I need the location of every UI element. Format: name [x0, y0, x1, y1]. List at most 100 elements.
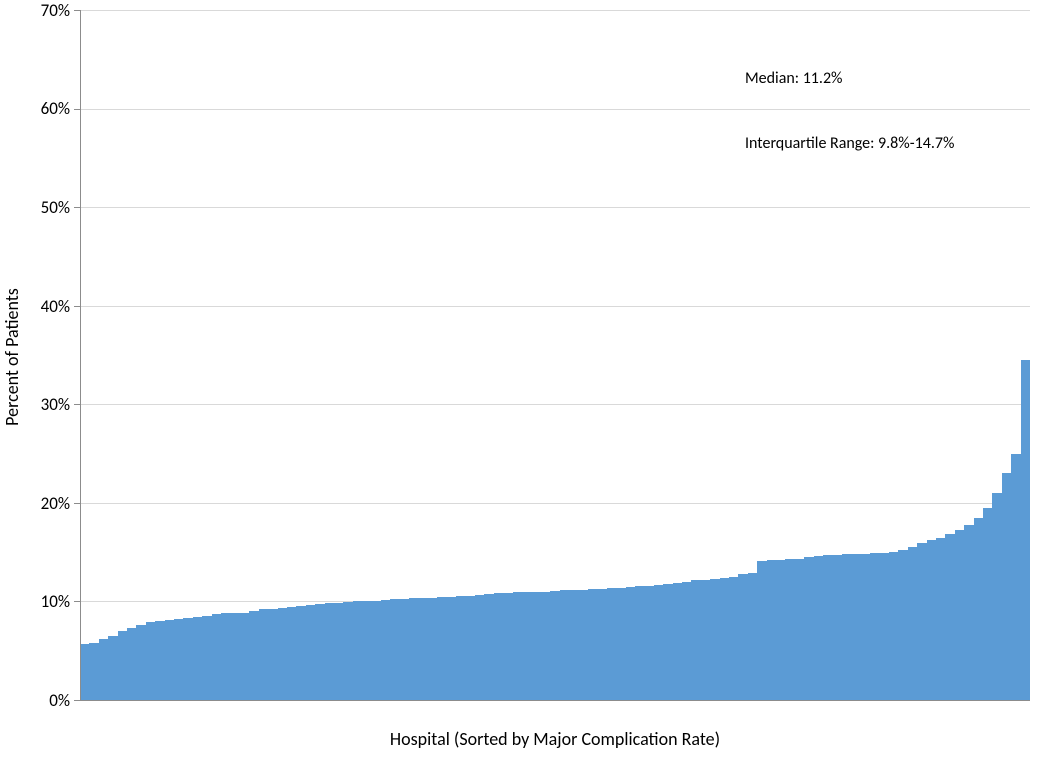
bar	[701, 580, 710, 700]
bar	[484, 594, 493, 700]
bar	[99, 639, 108, 700]
bar	[381, 600, 390, 700]
bar	[898, 550, 907, 700]
bar	[183, 618, 192, 700]
bar	[710, 579, 719, 700]
bar	[550, 591, 559, 700]
bar	[1011, 454, 1020, 700]
bar	[259, 609, 268, 700]
bar	[315, 604, 324, 700]
y-tick-label: 50%	[41, 197, 70, 218]
bar	[663, 584, 672, 700]
bar	[889, 552, 898, 700]
bar	[644, 586, 653, 700]
plot-area	[80, 10, 1030, 700]
bar	[325, 603, 334, 700]
bar	[419, 598, 428, 700]
y-axis-title: Percent of Patients	[1, 12, 23, 702]
bar	[720, 578, 729, 700]
bar	[1002, 473, 1011, 700]
bar	[569, 590, 578, 700]
bar	[880, 553, 889, 700]
bar	[955, 530, 964, 700]
bar	[437, 597, 446, 701]
y-tick-label: 30%	[41, 394, 70, 415]
bar	[532, 592, 541, 700]
bar	[165, 620, 174, 700]
bar	[89, 643, 98, 700]
bar	[607, 588, 616, 700]
bar	[522, 592, 531, 700]
bar	[785, 559, 794, 700]
bar	[202, 616, 211, 700]
bar	[80, 644, 89, 700]
complication-rate-chart: Percent of Patients Hospital (Sorted by …	[0, 0, 1050, 760]
bar	[851, 554, 860, 700]
bar	[861, 554, 870, 700]
bar	[456, 596, 465, 700]
y-tick-label: 20%	[41, 493, 70, 514]
bar	[635, 586, 644, 700]
bar	[503, 593, 512, 700]
bar	[494, 593, 503, 700]
bar	[870, 553, 879, 700]
bar	[212, 614, 221, 700]
bar	[654, 585, 663, 700]
y-axis-line	[80, 10, 81, 700]
x-axis-line	[80, 700, 1030, 701]
bar	[738, 574, 747, 700]
bar	[541, 592, 550, 700]
y-tick-label: 40%	[41, 296, 70, 317]
bar	[983, 508, 992, 700]
bar	[992, 493, 1001, 700]
bar	[729, 577, 738, 700]
bar	[917, 543, 926, 700]
bar	[390, 599, 399, 700]
bar	[287, 607, 296, 700]
bar	[353, 601, 362, 700]
y-tick-label: 70%	[41, 0, 70, 21]
x-axis-title: Hospital (Sorted by Major Complication R…	[80, 728, 1030, 750]
bar	[776, 560, 785, 700]
y-tick-label: 10%	[41, 591, 70, 612]
bar	[974, 518, 983, 700]
bar	[372, 601, 381, 700]
y-tick-label: 60%	[41, 98, 70, 119]
bar	[127, 628, 136, 700]
bar	[118, 631, 127, 700]
bar	[268, 609, 277, 700]
bar	[945, 534, 954, 700]
bar	[296, 606, 305, 700]
bar	[513, 592, 522, 700]
bar	[936, 538, 945, 700]
bar	[673, 583, 682, 700]
bar	[823, 555, 832, 700]
bar	[343, 602, 352, 700]
bar	[136, 625, 145, 700]
bar	[249, 611, 258, 700]
bar	[221, 613, 230, 700]
bar	[964, 525, 973, 700]
bar	[193, 617, 202, 700]
bar	[1021, 360, 1030, 700]
bar	[795, 559, 804, 700]
bar	[814, 556, 823, 700]
bar	[278, 608, 287, 700]
bar	[174, 619, 183, 700]
bar	[409, 598, 418, 700]
bar	[560, 590, 569, 700]
bar	[597, 589, 606, 700]
bar	[362, 601, 371, 700]
bar	[616, 588, 625, 700]
bar	[306, 605, 315, 700]
bar	[842, 554, 851, 700]
bar	[682, 582, 691, 700]
bars	[80, 10, 1030, 700]
bar	[588, 589, 597, 700]
bar	[428, 598, 437, 701]
bar	[691, 580, 700, 700]
bar	[108, 636, 117, 700]
y-tick-label: 0%	[49, 690, 70, 711]
bar	[231, 613, 240, 700]
bar	[155, 621, 164, 700]
